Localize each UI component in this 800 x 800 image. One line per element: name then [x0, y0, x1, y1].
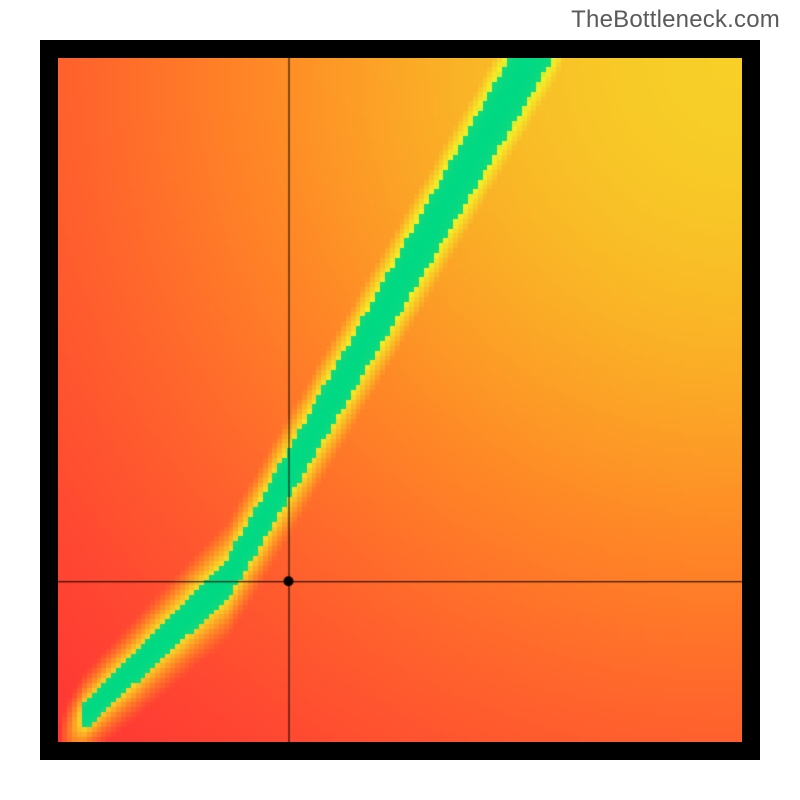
chart-container: TheBottleneck.com — [0, 0, 800, 800]
watermark-text: TheBottleneck.com — [571, 6, 780, 34]
chart-frame — [40, 40, 760, 760]
heatmap-canvas — [58, 58, 742, 742]
